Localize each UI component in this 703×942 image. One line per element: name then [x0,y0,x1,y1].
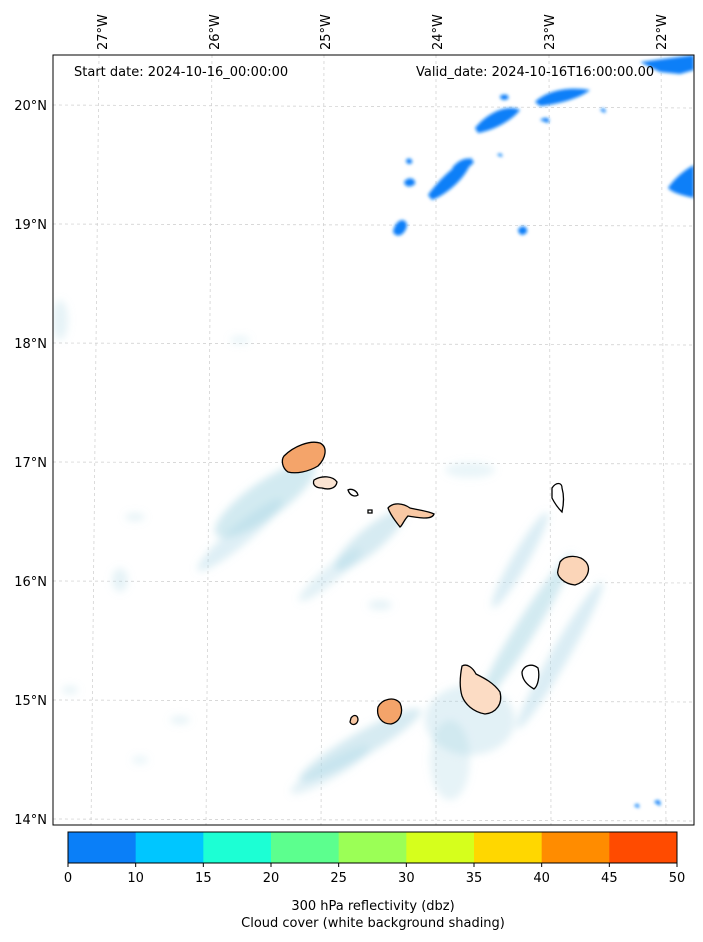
colorbar-frame [67,831,678,864]
colorbar-tick-label: 25 [330,871,347,886]
parallel-16n [53,580,694,584]
parallel-17n [53,461,694,465]
parallel-19n [53,223,694,227]
meridian-25w [320,55,325,825]
colorbar: 0 10 15 20 25 30 35 40 45 50 [64,831,685,886]
colorbar-tick-label: 40 [533,871,550,886]
colorbar-tick-label: 10 [127,871,144,886]
lat-label: 20°N [14,99,47,114]
lat-label: 19°N [14,218,47,233]
lat-label: 14°N [14,813,47,828]
islands [281,441,590,726]
colorbar-label: 300 hPa reflectivity (dbz) Cloud cover (… [0,898,703,932]
meridian-27w [90,55,100,825]
lon-label: 25°W [319,14,334,50]
colorbar-tick-label: 45 [601,871,618,886]
lon-label: 23°W [543,14,558,50]
island-sao-vicente [312,476,338,490]
lon-label: 22°W [655,14,670,50]
meridian-23w [548,55,552,825]
island-santa-luzia [347,488,359,497]
colorbar-label-line1: 300 hPa reflectivity (dbz) [291,899,455,914]
colorbar-swatch [271,832,340,863]
colorbar-swatches [68,832,678,863]
parallel-20n [53,104,694,109]
colorbar-label-line2: Cloud cover (white background shading) [241,916,505,931]
lon-label: 24°W [431,14,446,50]
lat-label: 17°N [14,456,47,471]
colorbar-tick-label: 30 [398,871,415,886]
colorbar-swatch [406,832,475,863]
colorbar-swatch [338,832,407,863]
parallel-15n [53,699,694,703]
colorbar-swatch [541,832,610,863]
colorbar-tick-label: 15 [195,871,212,886]
island-santo-antao [281,441,326,474]
meridian-26w [205,55,213,825]
map-plot-area [53,55,694,825]
island-fogo [376,698,403,725]
map-frame [52,54,695,826]
colorbar-swatch [474,832,543,863]
island-ilheu [367,509,373,514]
reflectivity-cells [393,55,694,808]
colorbar-swatch [135,832,204,863]
colorbar-tick-label: 35 [466,871,483,886]
lat-label: 15°N [14,694,47,709]
island-brava [349,714,359,726]
parallel-14n [53,818,694,822]
meridian-22w [660,55,667,825]
island-santiago [459,664,502,715]
start-date-label: Start date: 2024-10-16_00:00:00 [74,65,289,80]
lon-labels: 27°W 26°W 25°W 24°W 23°W 22°W [96,14,670,50]
colorbar-tick-label: 0 [64,871,72,886]
colorbar-swatch [203,832,272,863]
colorbar-ticks: 0 10 15 20 25 30 35 40 45 50 [64,863,685,886]
colorbar-tick-label: 20 [263,871,280,886]
island-boa-vista [557,555,590,586]
island-sao-nicolau [387,503,435,528]
lon-label: 27°W [96,14,111,50]
lon-label: 26°W [208,14,223,50]
colorbar-swatch [68,832,137,863]
valid-date-label: Valid_date: 2024-10-16T16:00:00.00 [416,65,655,80]
island-sal [551,482,565,514]
lat-labels: 20°N 19°N 18°N 17°N 16°N 15°N 14°N [14,99,47,828]
lat-label: 18°N [14,337,47,352]
colorbar-swatch [609,832,678,863]
island-maio [521,664,540,690]
colorbar-tick-label: 50 [669,871,686,886]
lat-label: 16°N [14,575,47,590]
parallel-18n [53,342,694,346]
gridlines [53,55,694,825]
